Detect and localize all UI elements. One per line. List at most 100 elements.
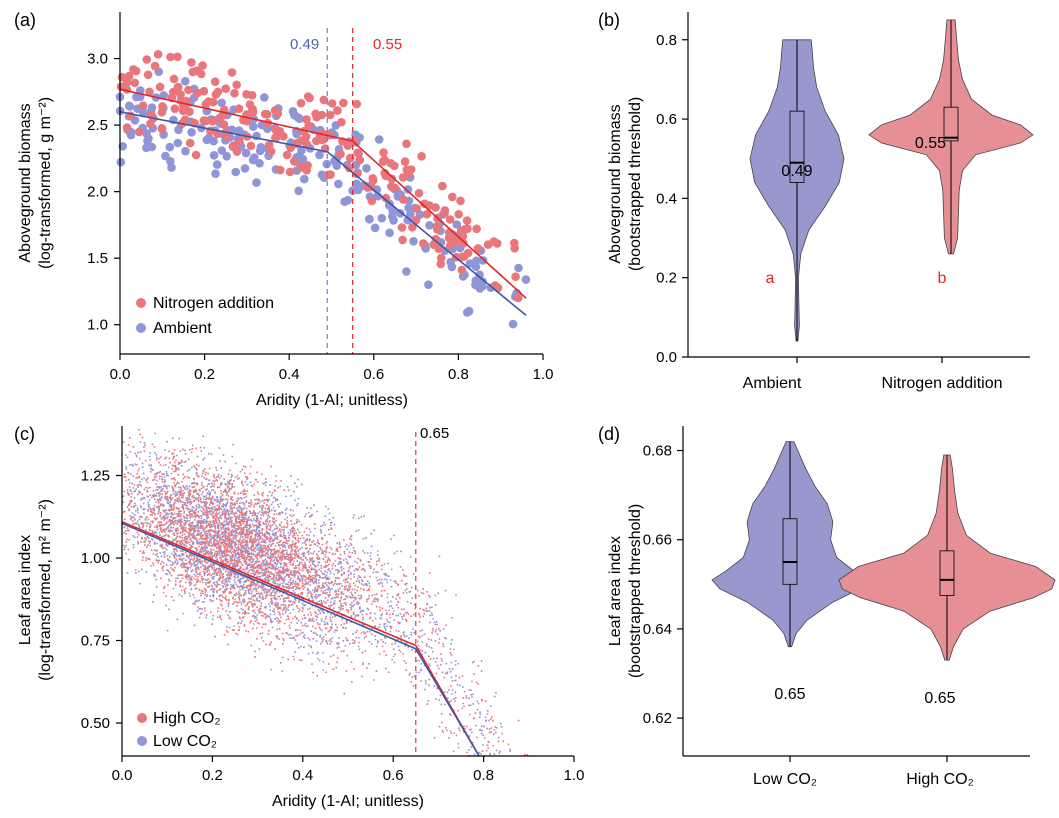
y-tick-label: 0.2 <box>656 270 677 287</box>
data-point <box>167 163 176 172</box>
data-point <box>157 124 167 133</box>
x-tick-label: 0.0 <box>110 366 131 383</box>
data-point <box>472 224 481 234</box>
y-tick-label: 0.66 <box>643 532 672 549</box>
data-point <box>508 319 518 329</box>
panel-c-threshold-label: 0.65 <box>420 425 449 442</box>
panel-a-ticks: 0.0 0.2 0.4 0.6 0.8 1.0 1.0 1.5 2.0 2.5 3.0 <box>87 51 553 383</box>
data-point <box>398 235 407 245</box>
data-point <box>255 159 264 168</box>
panel-a-points <box>115 50 531 329</box>
data-point <box>169 74 179 84</box>
data-point <box>327 99 337 108</box>
data-point <box>219 120 229 129</box>
data-point <box>424 280 433 290</box>
data-point <box>227 68 237 77</box>
data-point <box>285 167 295 177</box>
data-point <box>300 174 309 184</box>
data-point <box>368 176 378 185</box>
y-tick-label: 0.62 <box>643 710 672 727</box>
panel-b-ticks: 0.0 0.2 0.4 0.6 0.8 <box>656 32 943 366</box>
data-point <box>166 52 175 62</box>
ambient-box <box>789 110 805 183</box>
panel-a-label: (a) <box>14 10 36 30</box>
panel-b-violins <box>749 19 1034 342</box>
data-point <box>134 127 144 137</box>
panel-a-legend: Nitrogen addition Ambient <box>136 295 274 337</box>
legend-low-co2-label: Low CO₂ <box>153 733 217 750</box>
data-point <box>157 108 167 117</box>
y-tick-label: 0.64 <box>643 621 672 638</box>
panel-b-median-nitrogen: 0.55 <box>915 135 946 152</box>
data-point <box>116 157 126 167</box>
data-point <box>493 283 503 293</box>
data-point <box>301 132 311 141</box>
data-point <box>377 213 387 223</box>
data-point <box>447 232 457 242</box>
fit-line <box>121 522 480 757</box>
data-point <box>246 141 256 151</box>
data-point <box>431 203 440 212</box>
x-tick-label: 0.8 <box>473 767 494 784</box>
data-point <box>374 135 384 144</box>
data-point <box>193 88 202 98</box>
data-point <box>323 170 333 180</box>
fit-line <box>119 88 527 299</box>
data-point <box>181 146 190 156</box>
data-point <box>412 204 422 213</box>
data-point <box>222 132 231 141</box>
data-point <box>294 186 304 196</box>
data-point <box>433 225 442 234</box>
data-point <box>145 87 154 97</box>
panel-b-y-label-line2: (bootstrapped threshold) <box>627 97 644 271</box>
data-point <box>235 137 244 146</box>
data-point <box>447 262 457 272</box>
data-point <box>217 146 227 155</box>
panel-a-y-label-line2: (log-transformed, g m⁻²) <box>37 97 54 269</box>
data-point <box>185 138 195 148</box>
fit-line <box>119 111 527 317</box>
data-point <box>398 173 408 182</box>
data-point <box>271 125 280 135</box>
panel-b-median-ambient: 0.49 <box>781 163 812 180</box>
data-point <box>142 129 151 138</box>
panel-d-x-label-high-co2: High CO₂ <box>906 771 974 788</box>
legend-high-co2-label: High CO₂ <box>153 710 221 727</box>
y-tick-label: 0.4 <box>656 190 677 207</box>
data-point <box>483 240 493 249</box>
data-point <box>378 157 388 166</box>
data-point <box>266 147 276 156</box>
data-point <box>408 223 417 232</box>
data-point <box>380 168 390 178</box>
data-point <box>302 139 311 149</box>
data-point <box>399 195 408 204</box>
data-point <box>343 195 353 205</box>
data-point <box>187 128 196 137</box>
panel-a-x-label: Aridity (1-AI; unitless) <box>256 392 408 409</box>
panel-d-violins <box>711 441 1056 661</box>
data-point <box>456 196 465 206</box>
data-point <box>514 263 523 273</box>
data-point <box>222 152 231 161</box>
data-point <box>379 148 388 157</box>
y-tick-label: 1.00 <box>81 550 110 567</box>
data-point <box>198 61 207 70</box>
panel-b-x-label-ambient: Ambient <box>743 375 802 392</box>
panel-d-x-label-low-co2: Low CO₂ <box>753 771 817 788</box>
data-point <box>315 150 324 160</box>
data-point <box>124 71 134 81</box>
data-point <box>365 214 374 224</box>
data-point <box>176 90 185 99</box>
data-point <box>241 148 251 158</box>
data-point <box>390 183 400 193</box>
data-point <box>296 98 306 108</box>
high-co2-box <box>939 550 955 596</box>
data-point <box>355 155 365 165</box>
data-point <box>252 178 261 187</box>
x-tick-label: 0.0 <box>112 767 133 784</box>
panel-b-letter-b: b <box>938 270 947 287</box>
data-point <box>289 157 299 166</box>
y-tick-label: 0.75 <box>81 633 110 650</box>
data-point <box>240 164 250 173</box>
data-point <box>429 240 438 249</box>
